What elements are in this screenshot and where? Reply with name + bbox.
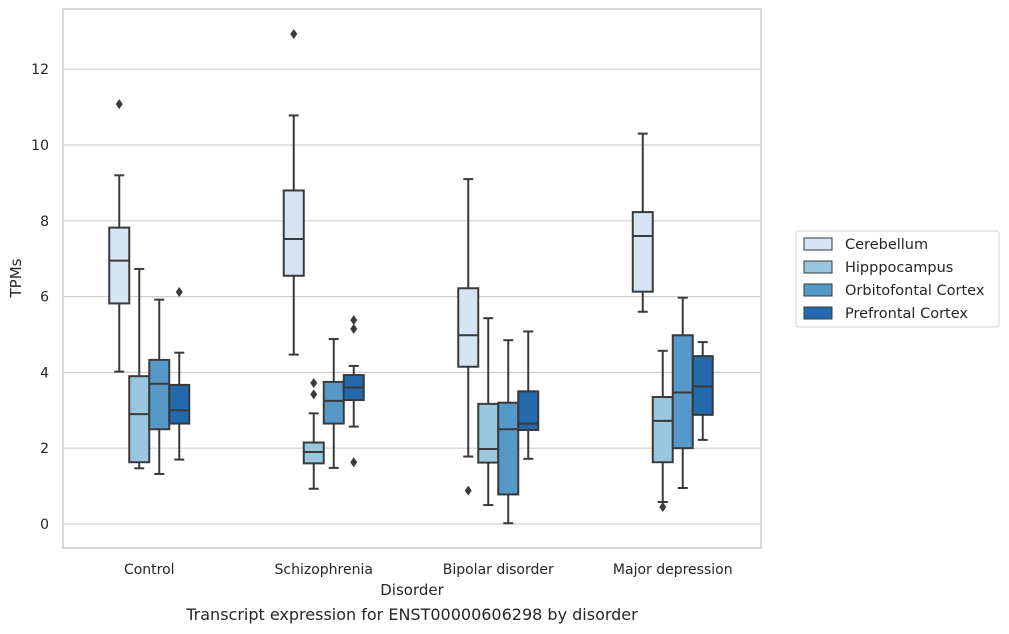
- legend-label: Cerebellum: [845, 237, 928, 253]
- y-tick-label: 2: [40, 441, 49, 457]
- box-1-2: [477, 317, 500, 507]
- y-axis-title: TPMs: [7, 258, 25, 298]
- box-body: [631, 211, 654, 293]
- box-body: [517, 390, 540, 432]
- box-1-1: [302, 378, 325, 490]
- y-tick-label: 12: [31, 62, 49, 78]
- box-body: [457, 287, 480, 368]
- legend-frame: [795, 230, 1000, 328]
- x-axis-title: Disorder: [380, 581, 444, 599]
- x-tick-label: Schizophrenia: [275, 562, 373, 578]
- box-2-1: [322, 338, 345, 469]
- x-tick-label: Bipolar disorder: [443, 562, 554, 578]
- legend-swatch: [803, 237, 833, 251]
- outlier-point: [290, 28, 298, 39]
- box-body: [322, 380, 345, 425]
- box-body: [148, 358, 171, 431]
- outlier-point: [115, 99, 123, 110]
- x-tick-label: Major depression: [613, 562, 733, 578]
- legend-label: Hipppocampus: [845, 260, 953, 276]
- box-2-2: [497, 339, 520, 525]
- box-0-3: [631, 132, 654, 313]
- legend-swatch: [803, 260, 833, 274]
- box-body: [168, 383, 191, 425]
- outlier-point: [310, 378, 318, 389]
- box-body: [651, 396, 674, 464]
- box-body: [282, 189, 305, 277]
- outlier-point: [350, 323, 358, 334]
- box-body: [128, 375, 151, 464]
- box-body: [108, 226, 131, 305]
- outlier-point: [350, 457, 358, 468]
- y-tick-label: 0: [40, 517, 49, 533]
- box-0-2: [457, 178, 480, 496]
- box-3-1: [342, 315, 365, 468]
- outlier-point: [175, 287, 183, 298]
- box-3-3: [691, 341, 714, 441]
- box-body: [477, 402, 500, 464]
- box-3-0: [168, 287, 191, 461]
- y-tick-label: 10: [31, 138, 49, 154]
- outlier-point: [310, 389, 318, 400]
- y-tick-labels: 0 2 4 6 8 10 12: [31, 62, 49, 533]
- box-2-0: [148, 298, 171, 475]
- y-tick-label: 8: [40, 214, 49, 230]
- boxes: [108, 28, 714, 525]
- box-1-3: [651, 349, 674, 512]
- box-0-1: [282, 28, 305, 356]
- x-tick-labels: Control Schizophrenia Bipolar disorder Majo…: [124, 562, 733, 578]
- legend: Cerebellum Hipppocampus Orbitofontal Corte…: [795, 230, 1000, 328]
- box-0-0: [108, 99, 131, 373]
- plot-frame: [62, 8, 762, 549]
- box-1-0: [128, 267, 151, 470]
- legend-swatch: [803, 283, 833, 297]
- legend-label: Orbitofontal Cortex: [845, 283, 985, 299]
- y-tick-label: 6: [40, 290, 49, 306]
- box-3-2: [517, 330, 540, 460]
- x-tick-label: Control: [124, 562, 175, 578]
- y-tick-label: 4: [40, 365, 49, 381]
- box-body: [497, 401, 520, 496]
- figure-caption: Transcript expression for ENST0000060629…: [186, 605, 638, 624]
- outlier-point: [659, 501, 667, 512]
- legend-label: Prefrontal Cortex: [845, 306, 968, 322]
- outlier-point: [350, 315, 358, 326]
- outlier-point: [464, 485, 472, 496]
- box-2-3: [671, 296, 694, 489]
- legend-swatch: [803, 306, 833, 320]
